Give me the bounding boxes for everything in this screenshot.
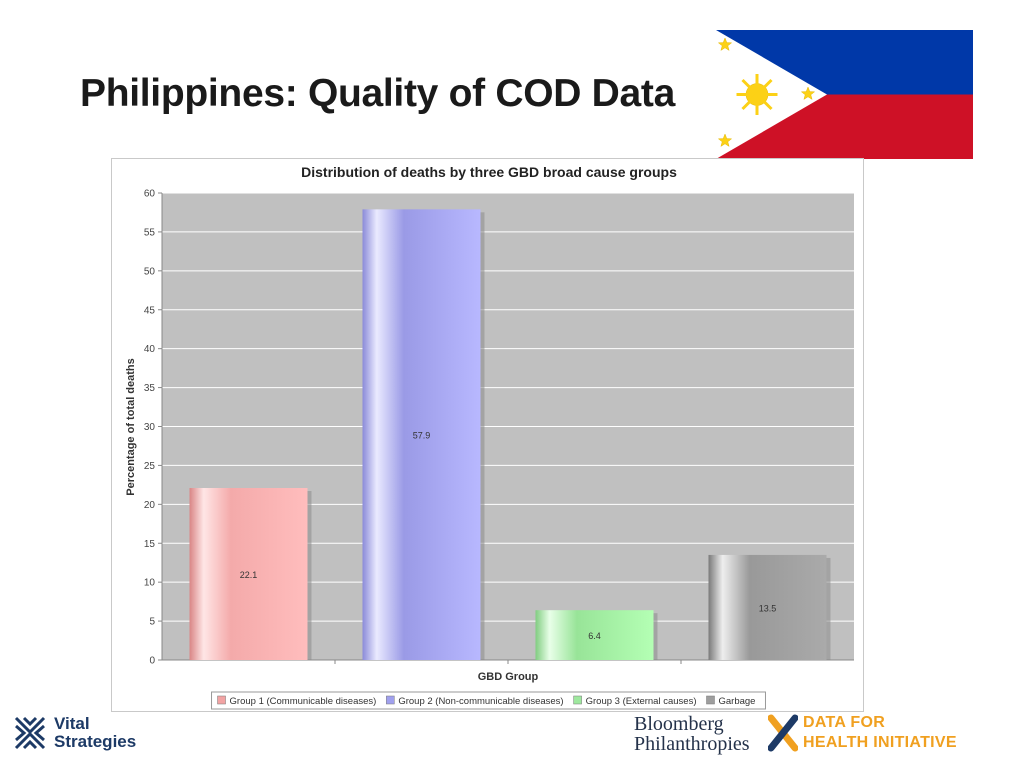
dhi-line2: HEALTH INITIATIVE (803, 734, 957, 751)
bloomberg-line2: Philanthropies (634, 733, 750, 755)
legend-swatch (217, 695, 226, 705)
chart-legend: Group 1 (Communicable diseases) Group 2 (… (211, 691, 766, 710)
vital-line1: Vital (54, 714, 90, 733)
bar-labels: 22.1 57.9 6.4 13.5 (240, 431, 777, 641)
legend-swatch (386, 695, 395, 705)
y-tick-label: 60 (144, 189, 156, 200)
bar-chart: Distribution of deaths by three GBD broa… (125, 164, 854, 710)
legend-label: Group 2 (Non-communicable diseases) (398, 696, 563, 707)
bar (535, 610, 654, 660)
bloomberg-line1: Bloomberg (634, 713, 724, 735)
x-axis-label: GBD Group (478, 671, 539, 683)
bar-value-label: 6.4 (588, 631, 601, 641)
y-tick-label: 35 (144, 383, 156, 394)
legend-label: Group 1 (Communicable diseases) (230, 696, 377, 707)
vital-strategies-logo: Vital Strategies (12, 714, 142, 754)
y-tick-label: 55 (144, 227, 156, 238)
data-for-health-icon (768, 714, 798, 752)
y-tick-label: 30 (144, 422, 156, 433)
bar (189, 487, 308, 660)
y-axis-label: Percentage of total deaths (125, 358, 137, 496)
legend-swatch (706, 695, 715, 705)
bar-value-label: 57.9 (413, 431, 431, 441)
y-tick-label: 20 (144, 500, 156, 511)
y-tick-label: 50 (144, 266, 156, 277)
bars (189, 209, 831, 660)
philippines-flag-icon (716, 30, 973, 159)
legend-box (211, 691, 766, 710)
y-tick-label: 25 (144, 461, 156, 472)
y-tick-label: 40 (144, 344, 156, 355)
vital-strategies-icon (14, 716, 46, 750)
bar-value-label: 22.1 (240, 570, 258, 580)
vital-strategies-wordmark: Vital Strategies (54, 715, 136, 751)
legend-label: Group 3 (External causes) (586, 696, 697, 707)
y-tick-label: 10 (144, 578, 156, 589)
slide-title: Philippines: Quality of COD Data (80, 72, 675, 115)
legend-label: Garbage (718, 696, 755, 707)
chart-title: Distribution of deaths by three GBD broa… (301, 164, 677, 180)
data-for-health-wordmark: DATA FOR HEALTH INITIATIVE (803, 713, 957, 753)
x-axis-ticks (334, 660, 682, 664)
y-tick-label: 15 (144, 539, 156, 550)
bar (708, 554, 827, 660)
legend-swatch (573, 695, 582, 705)
y-tick-label: 0 (149, 656, 155, 667)
y-tick-label: 5 (149, 617, 155, 628)
bar-value-label: 13.5 (759, 603, 777, 613)
y-tick-label: 45 (144, 305, 156, 316)
dhi-line1: DATA FOR (803, 714, 886, 731)
y-axis-ticks: 0 5 10 15 20 25 30 35 40 45 50 55 60 (144, 189, 162, 667)
bar (362, 209, 481, 660)
bloomberg-philanthropies-logo: Bloomberg Philanthropies (634, 714, 750, 754)
vital-line2: Strategies (54, 732, 137, 751)
chart-container: Distribution of deaths by three GBD broa… (111, 158, 864, 712)
